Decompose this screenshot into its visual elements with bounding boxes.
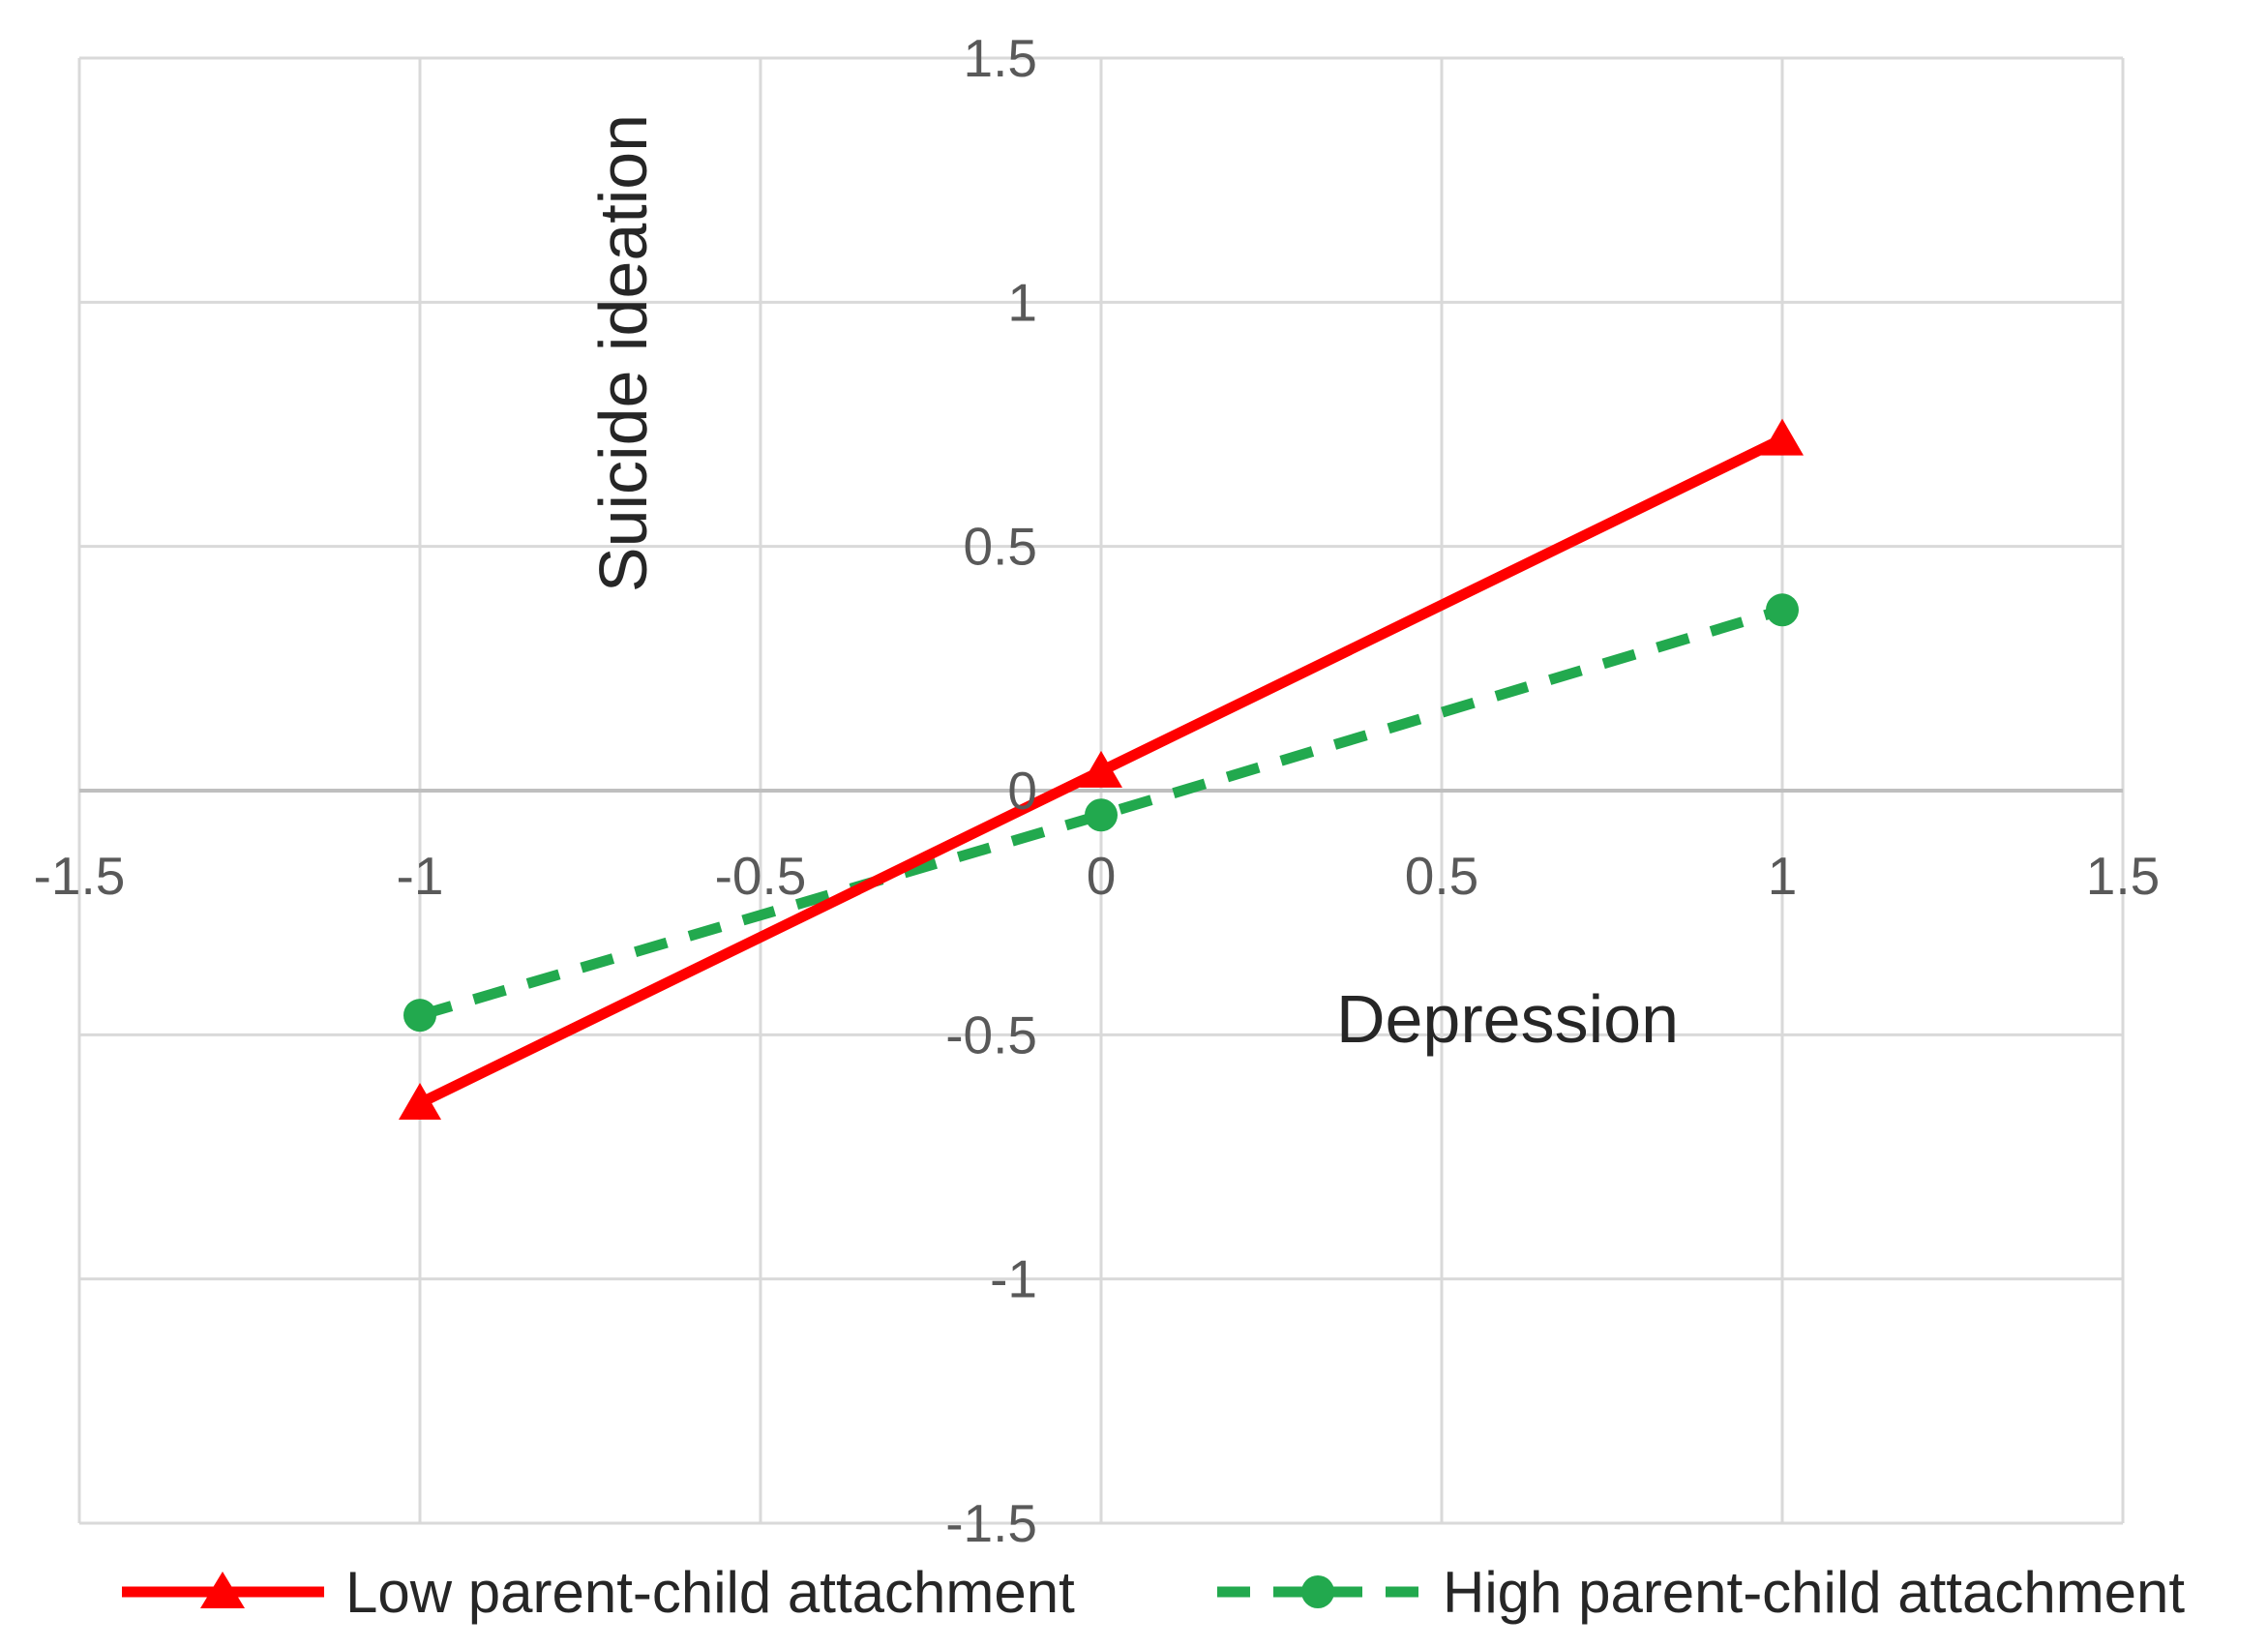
data-point-marker-circle [403, 999, 436, 1033]
legend-item-high-attachment: High parent-child attachment [1217, 1560, 2185, 1625]
y-tick-label: 1 [1007, 272, 1037, 332]
data-point-marker-triangle [1761, 418, 1804, 456]
series-line-high [418, 605, 1784, 1021]
y-tick-label: 1.5 [964, 28, 1037, 88]
circle-marker-icon [1301, 1575, 1334, 1608]
x-tick-label: -1 [397, 846, 444, 906]
plot-gridlines [77, 56, 2125, 1525]
legend-label-low: Low parent-child attachment [345, 1560, 1075, 1625]
data-point-marker-triangle [1080, 750, 1122, 788]
data-point-marker-circle [1085, 798, 1118, 832]
x-tick-label: 0.5 [1405, 846, 1478, 906]
x-tick-label: 1.5 [2086, 846, 2160, 906]
y-tick-label: 0 [1007, 761, 1037, 821]
x-tick-label: -0.5 [715, 846, 807, 906]
x-tick-label: 1 [1768, 846, 1798, 906]
x-axis-title: Depression [1336, 981, 1679, 1057]
legend-item-low-attachment: Low parent-child attachment [122, 1560, 1075, 1625]
y-tick-label: 0.5 [964, 517, 1037, 577]
data-point-marker-circle [1766, 593, 1799, 627]
legend-label-high: High parent-child attachment [1443, 1560, 2185, 1625]
series-lines [399, 418, 1804, 1120]
triangle-marker-icon [200, 1572, 245, 1608]
y-tick-label: -1 [990, 1249, 1037, 1309]
data-point-marker-triangle [399, 1082, 441, 1120]
y-axis-title: Suicide ideation [585, 114, 661, 592]
x-tick-label: 0 [1087, 846, 1117, 906]
x-tick-label: -1.5 [34, 846, 126, 906]
legend: Low parent-child attachment High parent-… [122, 1560, 2185, 1625]
tick-labels: -1.5 -1 -0.5 0 0.5 1 1.5 1.5 1 0.5 0 -0.5 -1 -1.5 [34, 28, 2161, 1553]
y-tick-label: -1.5 [945, 1493, 1037, 1553]
y-tick-label: -0.5 [945, 1004, 1037, 1064]
